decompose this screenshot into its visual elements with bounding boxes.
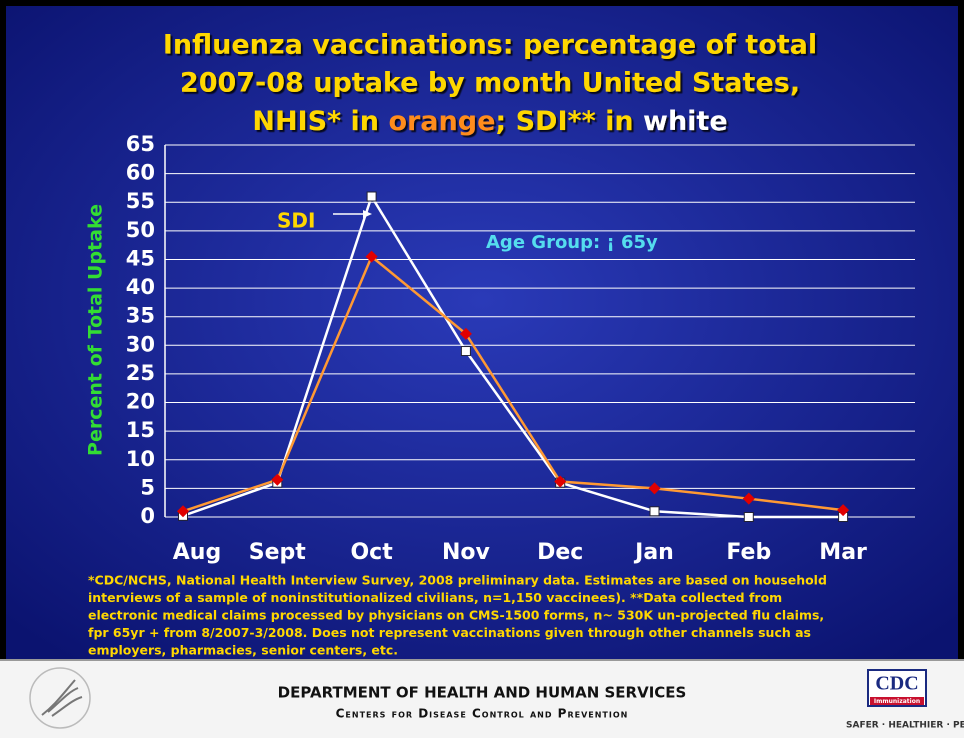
x-tick-label: Oct (350, 540, 393, 565)
marker (177, 505, 189, 518)
footnote-line: fpr 65yr + from 8/2007-3/2008. Does not … (88, 625, 811, 640)
marker (271, 473, 284, 486)
footnote-line: employers, pharmacies, senior centers, e… (88, 643, 398, 658)
hhs-logo (29, 667, 91, 729)
y-tick-label: 60 (126, 161, 155, 185)
x-tick-label: Mar (819, 540, 867, 565)
title-part: NHIS* in (252, 106, 388, 137)
series-line (182, 193, 844, 519)
title-part: orange (388, 106, 495, 137)
footnote: *CDC/NCHS, National Health Interview Sur… (88, 573, 827, 658)
y-tick-label: 45 (126, 246, 155, 270)
title-part: white (643, 106, 728, 137)
y-tick-label: 30 (126, 332, 155, 356)
y-tick-label: 25 (126, 361, 155, 385)
marker (554, 475, 567, 488)
footer-centers: Centers for Disease Control and Preventi… (336, 707, 629, 721)
x-tick-label: Nov (442, 540, 491, 565)
footnote-line: *CDC/NCHS, National Health Interview Sur… (88, 573, 827, 588)
marker (743, 512, 754, 522)
x-tick-label: Sept (249, 540, 307, 565)
plot: 0 5 10 15 20 25 30 35 40 45 50 55 60 65 Aug Sept Oct Nov D… (126, 132, 915, 565)
marker (459, 327, 472, 340)
y-tick-label: 15 (126, 418, 155, 442)
marker (365, 250, 378, 263)
title-line: NHIS* in orange; SDI** in white (252, 106, 727, 137)
marker (837, 504, 850, 517)
y-tick-label: 55 (126, 189, 155, 213)
x-tick-label: Feb (726, 540, 771, 565)
footer-band (0, 660, 964, 738)
x-tick-label: Jan (633, 540, 674, 565)
y-tick-label: 50 (126, 218, 155, 242)
footnote-line: electronic medical claims processed by p… (88, 608, 824, 623)
cdc-text: CDC (875, 673, 918, 695)
y-tick-label: 5 (140, 475, 155, 499)
footer-dept: DEPARTMENT OF HEALTH AND HUMAN SERVICES (278, 684, 687, 702)
marker (366, 191, 377, 202)
x-tick-label: Aug (173, 540, 221, 565)
title-line: Influenza vaccinations: percentage of to… (163, 30, 817, 61)
title-group: Influenza vaccinations: percentage of to… (163, 30, 817, 137)
y-tick-label: 0 (140, 504, 155, 528)
y-axis-label: Percent of Total Uptake (85, 204, 107, 456)
footer-slogan: SAFER · HEALTHIER · PEOPL (846, 721, 964, 731)
annotation-arrowhead (363, 210, 372, 218)
title-line: 2007-08 uptake by month United States, (180, 68, 800, 99)
marker (648, 482, 661, 495)
y-tick-label: 65 (126, 132, 155, 156)
x-tick-label: Dec (537, 540, 583, 565)
footnote-line: interviews of a sample of noninstitution… (88, 590, 782, 605)
annotation: Age Group: ¡ 65y (486, 232, 658, 253)
cdc-logo: CDC Immunization (867, 669, 927, 707)
cdc-sub: Immunization (874, 698, 920, 705)
title-part: ; SDI** in (495, 106, 643, 137)
marker (742, 492, 755, 505)
y-tick-label: 35 (126, 304, 155, 328)
marker (460, 346, 471, 357)
y-tick-label: 40 (126, 275, 155, 299)
y-tick-label: 20 (126, 390, 155, 414)
annotation: SDI (277, 209, 315, 233)
series-line (182, 254, 844, 513)
marker (649, 506, 660, 517)
y-tick-label: 10 (126, 447, 155, 471)
